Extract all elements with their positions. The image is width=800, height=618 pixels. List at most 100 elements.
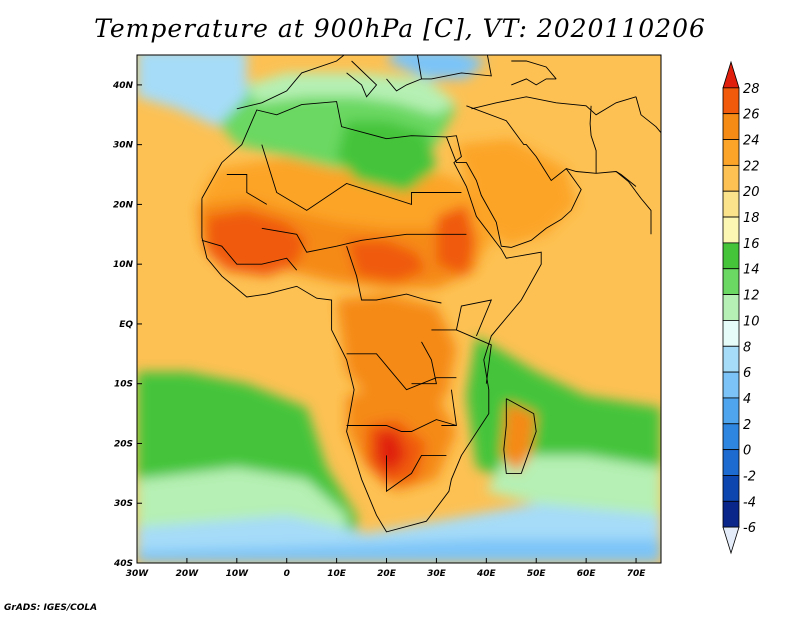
colorbar-label: -6	[743, 521, 756, 536]
colorbar-swatch	[722, 60, 740, 89]
colorbar-label: 28	[743, 82, 760, 97]
region-mediterranean	[246, 72, 457, 115]
colorbar-label: 0	[743, 444, 751, 459]
border-line	[635, 96, 661, 133]
colorbar-swatch	[722, 449, 740, 476]
lat-tick-label: EQ	[119, 320, 133, 330]
lon-tick-label: 10E	[327, 569, 347, 579]
border-line	[261, 227, 467, 253]
lat-tick-label: 20S	[114, 439, 133, 449]
colorbar-label: 20	[743, 185, 760, 200]
lat-tick-label: 10N	[113, 260, 134, 270]
colorbar-swatch	[722, 242, 740, 270]
colorbar-label: -4	[743, 495, 756, 510]
region-indian-light	[486, 455, 661, 516]
border-line	[346, 353, 457, 391]
lon-tick-label: 70E	[627, 569, 647, 579]
border-line	[441, 389, 457, 426]
lon-tick-label: 20E	[377, 569, 397, 579]
colorbar-swatch	[722, 87, 740, 115]
region-congo-hot	[336, 294, 457, 420]
border-line	[346, 60, 378, 98]
lon-tick-label: 0	[284, 569, 290, 579]
country-borders	[201, 55, 661, 533]
colorbar-swatch	[722, 345, 740, 373]
colorbar-swatch	[722, 500, 740, 528]
colorbar-label: 4	[743, 392, 751, 407]
lon-tick-label: 20W	[176, 569, 200, 579]
border-line	[201, 101, 542, 533]
colorbar-swatch	[722, 113, 740, 140]
border-line	[445, 105, 582, 248]
colorbar-label: 26	[743, 108, 760, 123]
region-kalahari-core	[376, 431, 407, 474]
colorbar-label: 24	[743, 134, 760, 149]
colorbar-label: -2	[743, 469, 756, 484]
region-arabia-warm	[456, 138, 577, 247]
border-line	[589, 105, 597, 174]
region-libya-green	[336, 120, 437, 193]
lat-tick-label: 30S	[114, 499, 133, 509]
border-line	[201, 239, 298, 271]
colorbar-label: 14	[743, 263, 760, 278]
colorbar-swatch	[722, 190, 740, 218]
lon-tick-label: 30W	[126, 569, 150, 579]
colorbar-swatch	[722, 320, 740, 347]
border-line	[386, 55, 423, 92]
colorbar-label: 6	[743, 366, 751, 381]
border-line	[511, 60, 557, 80]
region-south-ocean-deep	[137, 539, 661, 563]
region-atlantic-ne-blue	[137, 55, 247, 127]
grads-credit: GrADS: IGES/COLA	[4, 603, 98, 613]
border-line	[411, 341, 437, 385]
lat-tick-label: 20N	[113, 200, 134, 210]
border-line	[615, 171, 652, 235]
region-sudan-hot	[346, 240, 427, 283]
colorbar-label: 8	[743, 340, 751, 355]
lon-tick-label: 60E	[577, 569, 597, 579]
lon-tick-label: 50E	[527, 569, 547, 579]
colorbar-label: 2	[743, 418, 751, 433]
colorbar-label: 22	[743, 159, 760, 174]
border-line	[566, 168, 637, 187]
border-line	[386, 454, 447, 493]
colorbar-label: 18	[743, 211, 760, 226]
lat-tick-label: 40S	[113, 559, 133, 569]
colorbar-label: 10	[743, 314, 760, 329]
lon-tick-label: 40E	[476, 569, 497, 579]
border-line	[456, 329, 492, 384]
lon-tick-label: 30E	[427, 569, 447, 579]
temperature-field	[137, 55, 661, 563]
border-line	[511, 78, 557, 86]
border-line	[226, 174, 268, 205]
border-line	[346, 246, 442, 304]
lat-tick-label: 30N	[113, 141, 134, 151]
region-ethiopia-hot	[436, 204, 477, 277]
colorbar-swatch	[722, 164, 740, 192]
colorbar-label: 16	[743, 237, 760, 252]
border-line	[471, 96, 637, 116]
border-line	[261, 144, 462, 211]
border-line	[421, 55, 492, 80]
latitude-axis: 40N 30N 20N 10N EQ 10S 20S 30S 40S	[112, 81, 142, 569]
lat-tick-label: 10S	[114, 380, 133, 390]
longitude-axis: 30W 20W 10W 0 10E 20E 30E 40E 50E 60E 70E	[126, 558, 646, 579]
border-line	[346, 419, 457, 432]
colorbar-swatch	[722, 268, 740, 295]
border-line	[503, 398, 537, 474]
colorbar-swatch	[722, 397, 740, 425]
border-line	[431, 299, 493, 337]
colorbar-swatch	[722, 216, 740, 244]
colorbar-swatch	[722, 423, 740, 451]
lat-tick-label: 40N	[112, 81, 134, 91]
colorbar-swatch	[722, 475, 740, 502]
colorbar-swatch	[722, 371, 740, 399]
colorbar-label: 12	[743, 289, 760, 304]
map-frame	[136, 54, 662, 564]
lon-tick-label: 10W	[226, 569, 250, 579]
page-title: Temperature at 900hPa [C], VT: 202011020…	[94, 14, 706, 43]
colorbar-swatch	[722, 526, 740, 555]
border-line	[236, 55, 345, 110]
